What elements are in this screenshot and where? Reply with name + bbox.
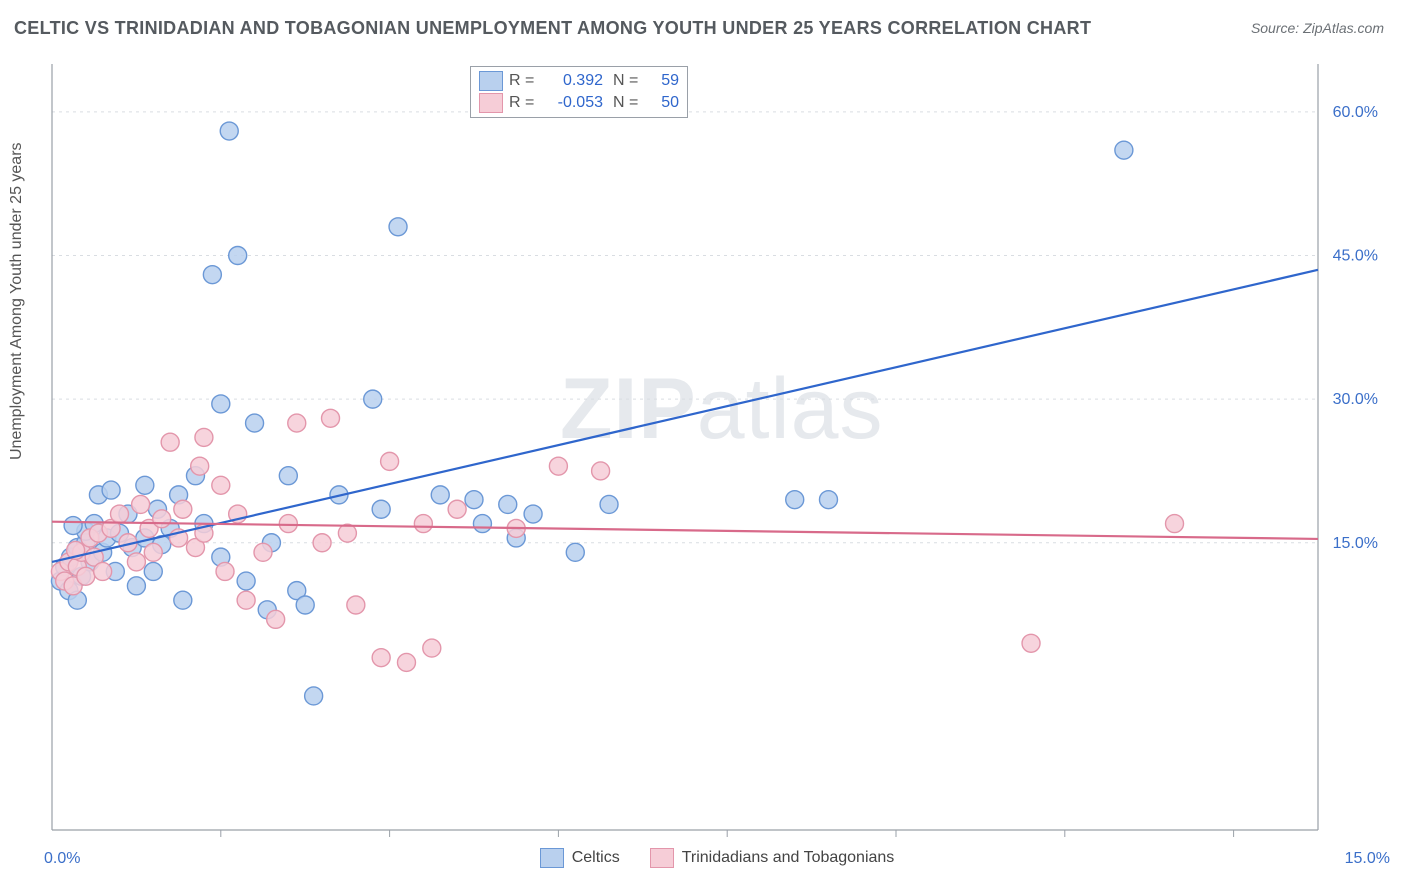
chart-title: CELTIC VS TRINIDADIAN AND TOBAGONIAN UNE… [14,18,1091,39]
svg-text:15.0%: 15.0% [1333,535,1378,552]
n-label-a: N = [613,72,639,90]
svg-text:30.0%: 30.0% [1333,391,1378,408]
n-value-b: 50 [645,94,679,112]
legend-row-a: R = 0.392 N = 59 [479,70,679,92]
swatch-a [479,71,503,91]
x-min-label: 0.0% [44,850,80,868]
r-label-b: R = [509,94,535,112]
r-value-a: 0.392 [541,72,603,90]
r-value-b: -0.053 [541,94,603,112]
r-label-a: R = [509,72,535,90]
chart-container: CELTIC VS TRINIDADIAN AND TOBAGONIAN UNE… [0,0,1406,892]
y-axis-label: Unemployment Among Youth under 25 years [8,142,26,460]
swatch-b [479,93,503,113]
n-value-a: 59 [645,72,679,90]
svg-text:45.0%: 45.0% [1333,248,1378,265]
x-max-label: 15.0% [1345,850,1390,868]
svg-text:60.0%: 60.0% [1333,104,1378,121]
scatter-plot: 15.0% 30.0% 45.0% 60.0% [48,60,1386,840]
x-axis-labels: 0.0% 15.0% [48,850,1386,880]
legend-row-b: R = -0.053 N = 50 [479,92,679,114]
n-label-b: N = [613,94,639,112]
correlation-legend: R = 0.392 N = 59 R = -0.053 N = 50 [470,66,688,118]
source-label: Source: ZipAtlas.com [1251,20,1384,36]
